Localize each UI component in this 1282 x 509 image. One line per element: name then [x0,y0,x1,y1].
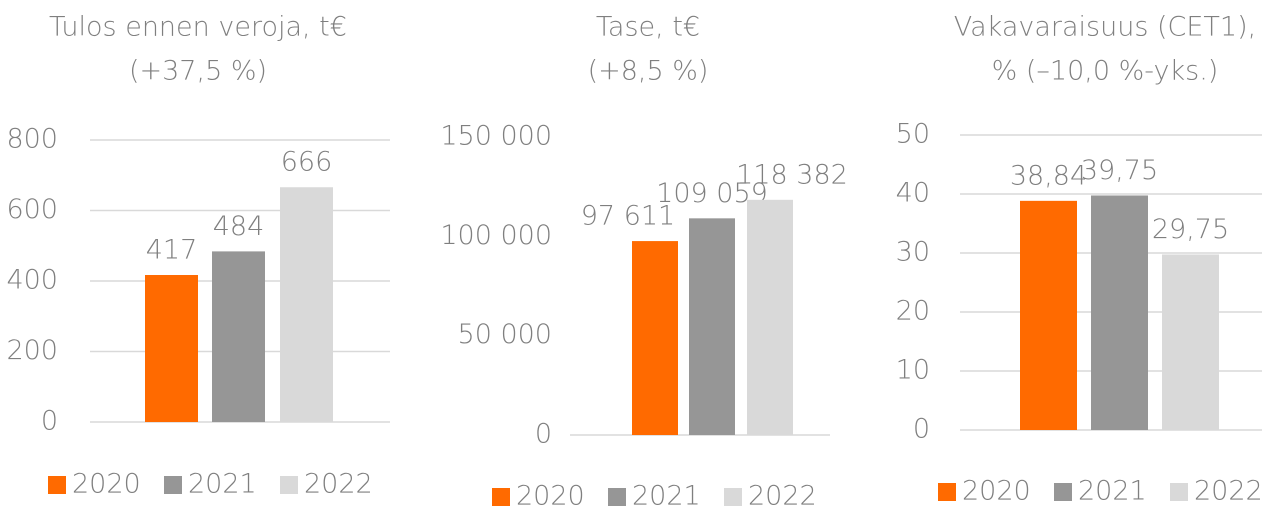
y-tick-label: 200 [6,335,58,366]
data-label: 39,75 [1081,155,1158,186]
y-tick-label: 10 [896,355,930,386]
chart-subtitle: (+8,5 %) [588,56,709,87]
bar [212,251,265,422]
legend-label: 2020 [962,476,1031,507]
bar [145,275,198,422]
y-tick-label: 800 [6,124,58,155]
y-tick-label: 100 000 [440,220,552,251]
legend-label: 2022 [304,469,373,500]
y-tick-label: 40 [896,178,930,209]
bar [1162,254,1219,430]
chart-title: Tulos ennen veroja, t€ [49,12,347,43]
legend-label: 2020 [72,469,141,500]
legend-swatch [724,488,742,506]
bar [280,187,333,422]
data-label: 38,84 [1010,160,1087,191]
bar [632,241,678,435]
data-label: 417 [146,235,198,266]
legend-swatch [1170,483,1188,501]
legend-label: 2022 [1194,476,1263,507]
data-label: 29,75 [1152,214,1229,245]
data-label: 118 382 [736,159,848,190]
y-tick-label: 50 000 [458,319,552,350]
legend-swatch [1054,483,1072,501]
y-tick-label: 20 [896,296,930,327]
legend-label: 2022 [748,481,817,509]
bar [689,218,735,435]
legend-label: 2021 [1078,476,1147,507]
chart-subtitle: % (–10,0 %-yks.) [992,56,1219,87]
legend-swatch [164,476,182,494]
y-tick-label: 30 [896,237,930,268]
y-tick-label: 0 [41,406,58,437]
legend-swatch [280,476,298,494]
legend-label: 2020 [516,481,585,509]
bar [1020,200,1077,430]
legend-swatch [608,488,626,506]
chart-title: Vakavaraisuus (CET1), [954,12,1256,43]
y-tick-label: 0 [535,419,552,450]
data-label: 666 [281,147,333,178]
bar [747,199,793,435]
bar [1091,195,1148,430]
legend-swatch [492,488,510,506]
y-tick-label: 50 [896,119,930,150]
chart-subtitle: (+37,5 %) [129,56,267,87]
legend-swatch [48,476,66,494]
legend-swatch [938,483,956,501]
y-tick-label: 400 [6,265,58,296]
legend-label: 2021 [632,481,701,509]
legend-label: 2021 [188,469,257,500]
chart-title: Tase, t€ [596,12,700,43]
y-tick-label: 0 [913,414,930,445]
data-label: 484 [213,211,265,242]
data-label: 97 611 [581,201,675,232]
y-tick-label: 150 000 [440,121,552,152]
y-tick-label: 600 [6,194,58,225]
